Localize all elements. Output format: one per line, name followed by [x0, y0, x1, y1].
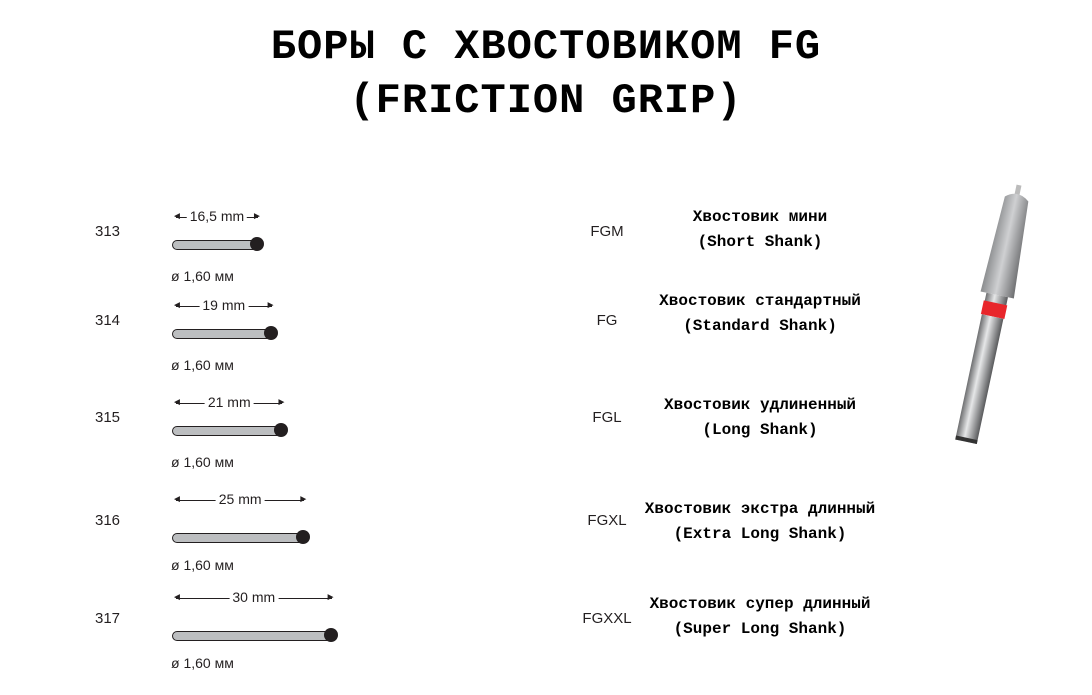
- length-dimension: ◄ ► 21 mm: [172, 394, 287, 410]
- bur-head: [263, 326, 278, 340]
- length-dimension: ◄ ► 30 mm: [172, 589, 336, 605]
- arrow-right-icon: ►: [325, 592, 336, 603]
- bur-shank: [172, 631, 328, 641]
- bur-code: 315: [95, 409, 121, 426]
- bur-code: 317: [95, 610, 121, 627]
- length-label: 19 mm: [199, 297, 249, 313]
- bur-head: [296, 530, 311, 544]
- diameter-label: ø 1,60 мм: [171, 357, 234, 373]
- bur-shank: [172, 533, 301, 543]
- arrow-right-icon: ►: [265, 300, 276, 311]
- arrow-left-icon: ◄: [172, 212, 182, 222]
- arrow-left-icon: ◄: [172, 593, 182, 603]
- shank-code: FGXXL: [582, 610, 632, 627]
- length-dimension: ◄ ► 25 mm: [172, 491, 309, 507]
- shank-description: Хвостовик стандартный (Standard Shank): [600, 289, 920, 339]
- length-label: 25 mm: [215, 491, 265, 507]
- bur-head: [274, 423, 289, 437]
- shank-name-ru: Хвостовик экстра длинный: [644, 500, 876, 518]
- length-label: 21 mm: [204, 394, 254, 410]
- bur-head: [323, 628, 338, 642]
- diameter-label: ø 1,60 мм: [171, 655, 234, 671]
- diameter-label: ø 1,60 мм: [171, 557, 234, 573]
- diameter-label: ø 1,60 мм: [171, 268, 234, 284]
- shank-code: FG: [596, 312, 618, 329]
- shank-name-ru: Хвостовик стандартный: [659, 292, 861, 310]
- arrow-left-icon: ◄: [172, 495, 182, 505]
- bur-shank: [172, 426, 279, 436]
- arrow-left-icon: ◄: [172, 398, 182, 408]
- shank-name-en: (Standard Shank): [683, 317, 837, 335]
- bur-code: 316: [95, 512, 121, 529]
- shank-code: FGL: [592, 409, 622, 426]
- bur-shank: [172, 240, 254, 250]
- page-title: БОРЫ С ХВОСТОВИКОМ FG (FRICTION GRIP): [0, 20, 1092, 128]
- shank-name-ru: Хвостовик удлиненный: [663, 396, 857, 414]
- shank-description: Хвостовик мини (Short Shank): [600, 205, 920, 255]
- bur-code: 313: [95, 223, 121, 240]
- diameter-label: ø 1,60 мм: [171, 454, 234, 470]
- length-dimension: ◄ ► 16,5 mm: [172, 208, 262, 224]
- length-label: 30 mm: [229, 589, 279, 605]
- bur-photo: [955, 184, 1029, 445]
- shank-description: Хвостовик супер длинный (Super Long Shan…: [600, 592, 920, 642]
- shank-name-en: (Extra Long Shank): [673, 525, 847, 543]
- shank-name-ru: Хвостовик мини: [692, 208, 828, 226]
- shank-name-en: (Short Shank): [697, 233, 823, 251]
- shank-name-en: (Super Long Shank): [673, 620, 847, 638]
- shank-code: FGM: [590, 223, 624, 240]
- title-line-1: БОРЫ С ХВОСТОВИКОМ FG: [270, 23, 822, 71]
- shank-code: FGXL: [587, 512, 627, 529]
- arrow-left-icon: ◄: [172, 301, 182, 311]
- bur-head: [249, 237, 264, 251]
- shank-name-ru: Хвостовик супер длинный: [649, 595, 871, 613]
- bur-shank: [172, 329, 268, 339]
- arrow-right-icon: ►: [298, 494, 309, 505]
- title-line-2: (FRICTION GRIP): [349, 77, 743, 125]
- bur-code: 314: [95, 312, 121, 329]
- length-label: 16,5 mm: [186, 208, 248, 224]
- shank-description: Хвостовик экстра длинный (Extra Long Sha…: [600, 497, 920, 547]
- arrow-right-icon: ►: [276, 397, 287, 408]
- arrow-right-icon: ►: [252, 211, 262, 222]
- shank-description: Хвостовик удлиненный (Long Shank): [600, 393, 920, 443]
- length-dimension: ◄ ► 19 mm: [172, 297, 276, 313]
- shank-name-en: (Long Shank): [702, 421, 818, 439]
